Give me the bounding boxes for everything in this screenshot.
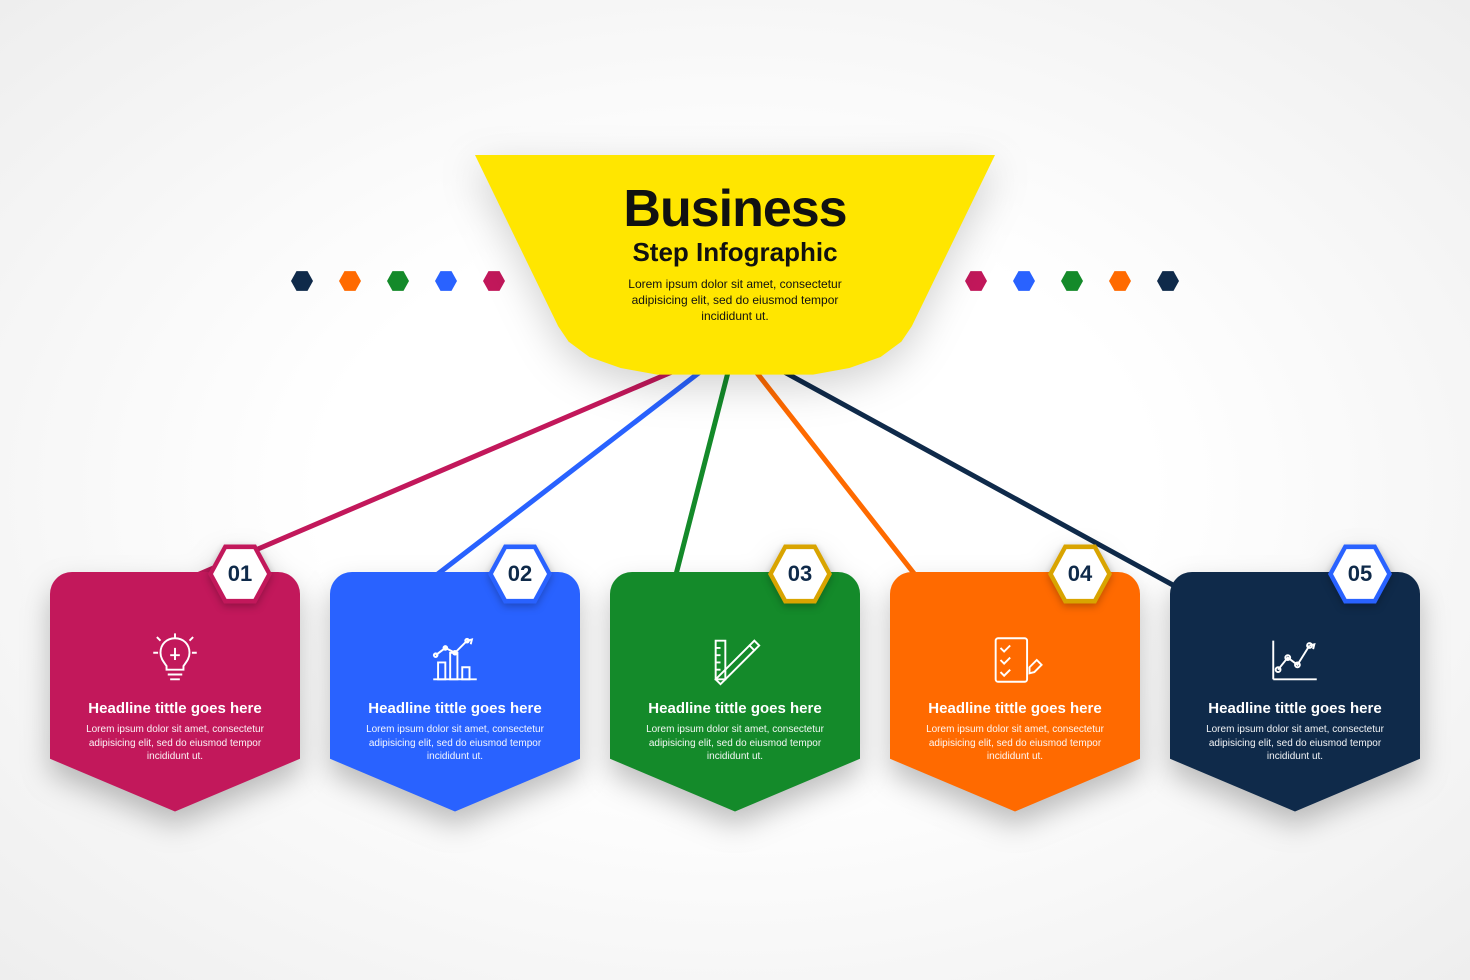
card-body: Lorem ipsum dolor sit amet, consectetur … <box>1200 723 1390 764</box>
card-headline: Headline tittle goes here <box>354 700 556 717</box>
hex-dot <box>1013 270 1035 292</box>
step-badge-02: 02 <box>488 542 552 606</box>
card-body: Lorem ipsum dolor sit amet, consectetur … <box>80 723 270 764</box>
step-number: 02 <box>508 561 532 587</box>
connector-lines <box>0 0 1470 980</box>
card-headline: Headline tittle goes here <box>914 700 1116 717</box>
step-badge-04: 04 <box>1048 542 1112 606</box>
step-badge-03: 03 <box>768 542 832 606</box>
hex-dots-left <box>291 270 505 292</box>
step-badge-05: 05 <box>1328 542 1392 606</box>
header-title: Business <box>535 183 935 235</box>
hex-dot <box>387 270 409 292</box>
hex-dot <box>339 270 361 292</box>
card-headline: Headline tittle goes here <box>634 700 836 717</box>
line-graph-icon <box>1194 628 1396 692</box>
hex-dots-right <box>965 270 1179 292</box>
card-headline: Headline tittle goes here <box>1194 700 1396 717</box>
infographic-stage: Business Step Infographic Lorem ipsum do… <box>0 0 1470 980</box>
pencil-ruler-icon <box>634 628 836 692</box>
hex-dot <box>1157 270 1179 292</box>
step-number: 01 <box>228 561 252 587</box>
card-headline: Headline tittle goes here <box>74 700 276 717</box>
header-banner: Business Step Infographic Lorem ipsum do… <box>475 155 995 375</box>
hex-dot <box>1061 270 1083 292</box>
hex-dot <box>435 270 457 292</box>
step-card-04: Headline tittle goes here Lorem ipsum dol… <box>890 572 1140 812</box>
header-body: Lorem ipsum dolor sit amet, consectetur … <box>605 276 865 325</box>
step-card-03: Headline tittle goes here Lorem ipsum dol… <box>610 572 860 812</box>
step-card-05: Headline tittle goes here Lorem ipsum dol… <box>1170 572 1420 812</box>
checklist-icon <box>914 628 1116 692</box>
card-body: Lorem ipsum dolor sit amet, consectetur … <box>360 723 550 764</box>
card-body: Lorem ipsum dolor sit amet, consectetur … <box>920 723 1110 764</box>
hex-dot <box>291 270 313 292</box>
hex-dot <box>1109 270 1131 292</box>
step-number: 05 <box>1348 561 1372 587</box>
card-body: Lorem ipsum dolor sit amet, consectetur … <box>640 723 830 764</box>
step-card-01: Headline tittle goes here Lorem ipsum dol… <box>50 572 300 812</box>
lightbulb-icon <box>74 628 276 692</box>
step-badge-01: 01 <box>208 542 272 606</box>
header-subtitle: Step Infographic <box>535 237 935 268</box>
step-number: 03 <box>788 561 812 587</box>
step-card-02: Headline tittle goes here Lorem ipsum dol… <box>330 572 580 812</box>
bar-chart-icon <box>354 628 556 692</box>
step-number: 04 <box>1068 561 1092 587</box>
step-cards-row: Headline tittle goes here Lorem ipsum dol… <box>50 572 1420 812</box>
